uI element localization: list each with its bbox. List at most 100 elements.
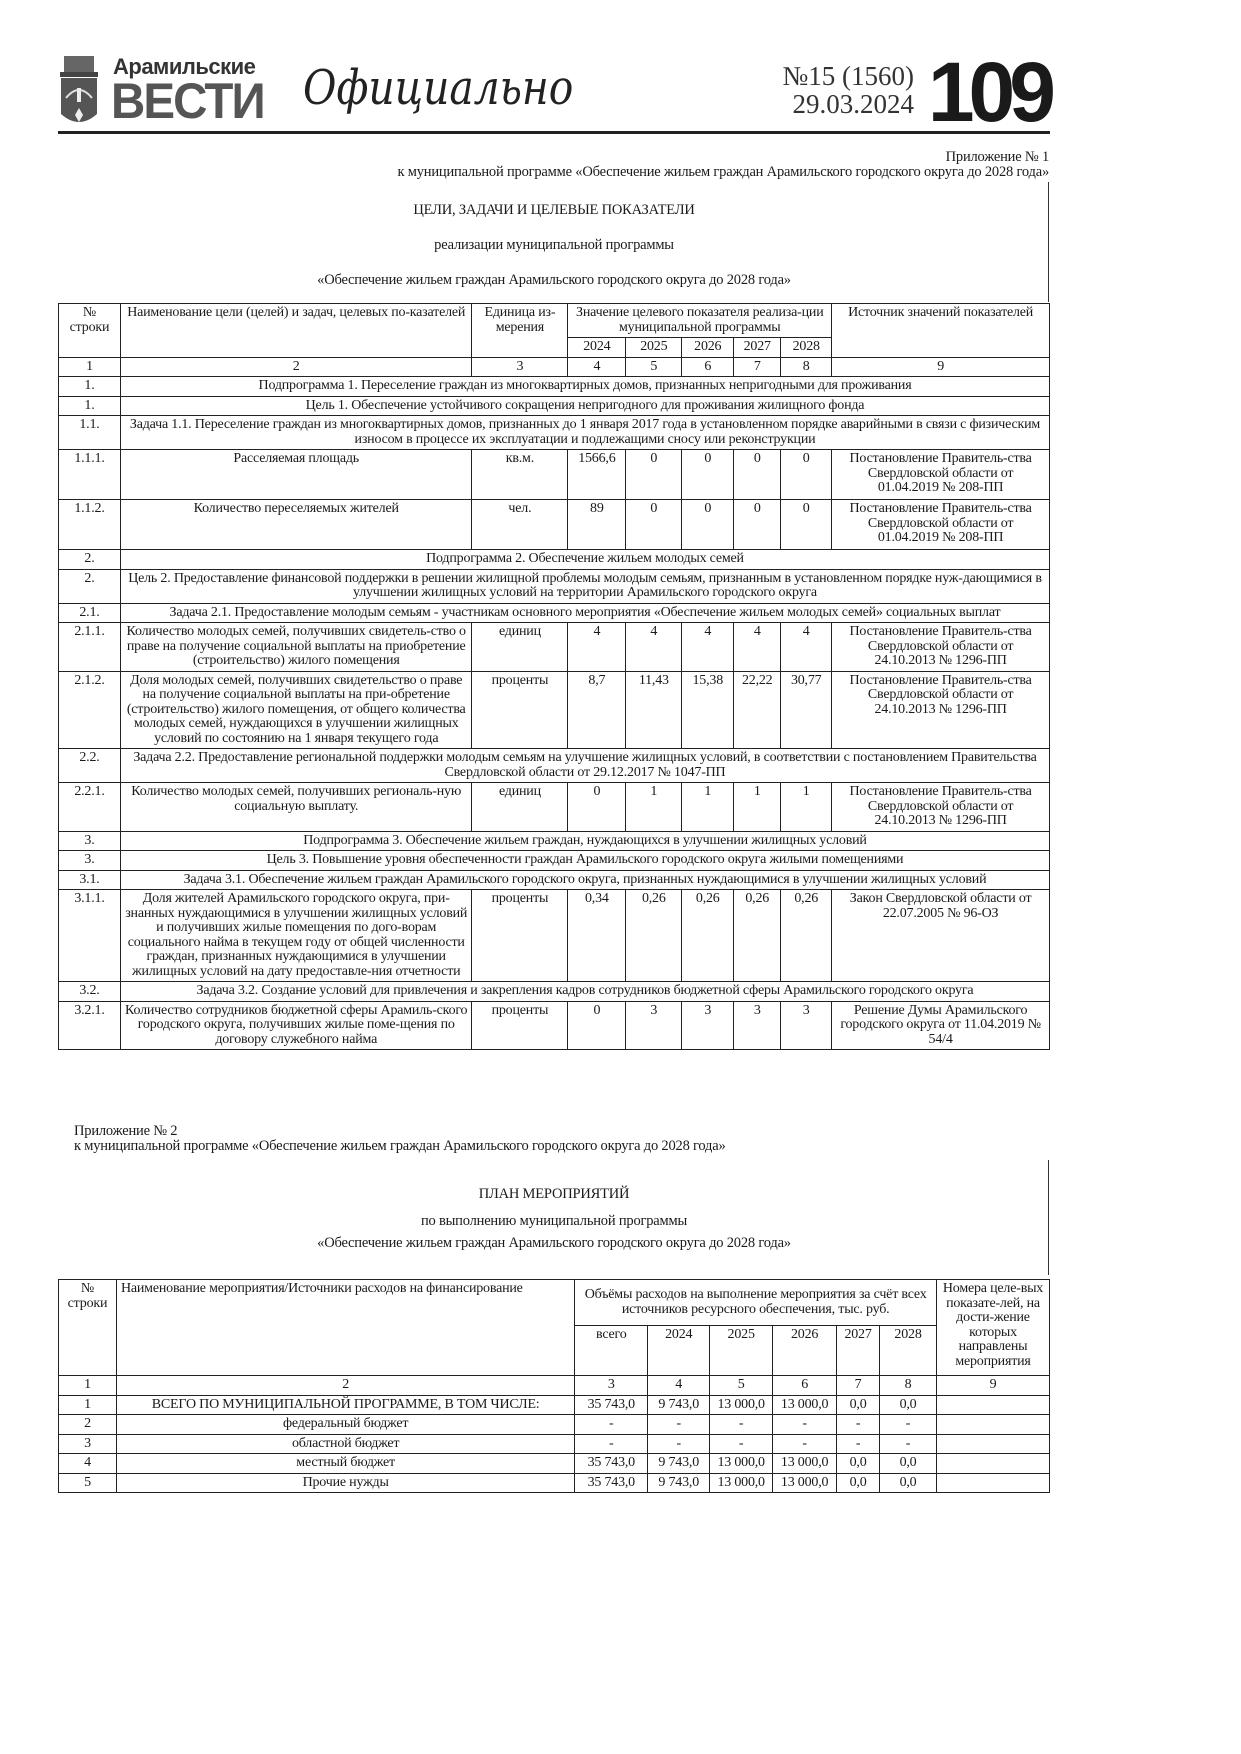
header-name: Наименование мероприятия/Источники расхо… xyxy=(115,1279,576,1376)
activity-name: местный бюджет xyxy=(115,1453,576,1474)
indicator-value: 4 xyxy=(567,622,627,672)
activity-name: федеральный бюджет xyxy=(115,1414,576,1435)
column-number: 2 xyxy=(115,1375,576,1396)
expense-value: - xyxy=(772,1433,838,1454)
indicator-value: 89 xyxy=(567,499,627,550)
header-year: 2027 xyxy=(733,337,782,358)
expense-value: 9 743,0 xyxy=(647,1453,711,1474)
expense-value: - xyxy=(836,1414,881,1435)
expense-value: 0,0 xyxy=(879,1453,937,1474)
expense-value: 13 000,0 xyxy=(709,1394,774,1415)
indicator-value: 0,26 xyxy=(681,889,735,982)
table-row: 3.1.1. Доля жителей Арамильского городско… xyxy=(58,889,1050,982)
expense-value: 13 000,0 xyxy=(772,1453,838,1474)
expense-value: - xyxy=(647,1414,711,1435)
indicator-value: 1 xyxy=(625,782,683,832)
table-row: 3 областной бюджет - - - - - - xyxy=(58,1433,1050,1454)
expense-value: 35 743,0 xyxy=(574,1472,649,1493)
indicator-value: 4 xyxy=(780,622,833,672)
indicator-name: Количество молодых семей, получивших сви… xyxy=(119,622,473,672)
indicator-name: Доля жителей Арамильского городского окр… xyxy=(119,889,473,982)
indicator-value: 4 xyxy=(733,622,782,672)
unit: чел. xyxy=(471,499,569,550)
row-number: 1.1. xyxy=(58,415,121,450)
unit: единиц xyxy=(471,622,569,672)
table-row: 2.1. Задача 2.1. Предоставление молодым с… xyxy=(58,602,1051,623)
table-row: 1 ВСЕГО ПО МУНИЦИПАЛЬНОЙ ПРОГРАММЕ, В ТОМ… xyxy=(58,1394,1050,1415)
section-title: Официально xyxy=(303,60,574,116)
expense-value: - xyxy=(574,1414,649,1435)
expense-value: - xyxy=(709,1414,774,1435)
indicator-name: Доля молодых семей, получивших свидетель… xyxy=(119,670,473,749)
brand-name-main: ВЕСТИ xyxy=(111,73,266,129)
appendix1-subtitle: реализации муниципальной программы xyxy=(434,237,674,253)
section-heading: Задача 2.1. Предоставление молодым семья… xyxy=(119,602,1051,623)
row-number: 1.1.2. xyxy=(58,499,121,550)
header-year: 2024 xyxy=(567,337,627,358)
row-number: 3. xyxy=(58,830,121,851)
header-indicators: Номера целе-вых показате-лей, на дости-ж… xyxy=(936,1279,1050,1376)
expense-value: 35 743,0 xyxy=(574,1453,649,1474)
table-row: 2.2. Задача 2.2. Предоставление региональ… xyxy=(58,748,1051,783)
appendix1-label: Приложение № 1 xyxy=(945,149,1050,165)
indicator-value: 0 xyxy=(780,449,833,500)
table-row: 1. Цель 1. Обеспечение устойчивого сокращ… xyxy=(58,395,1051,416)
column-number: 2 xyxy=(119,356,473,377)
expense-value: 35 743,0 xyxy=(574,1394,649,1415)
issue-date: 29.03.2024 xyxy=(792,89,915,119)
column-number: 1 xyxy=(58,1375,117,1396)
table-row: 1.1. Задача 1.1. Переселение граждан из м… xyxy=(58,415,1051,450)
row-number: 1. xyxy=(58,395,121,416)
table-row: 1. Подпрограмма 1. Переселение граждан из… xyxy=(58,376,1051,397)
table-row: 2. Подпрограмма 2. Обеспечение жильем мол… xyxy=(58,549,1051,570)
indicator-value: 4 xyxy=(681,622,735,672)
source: Постановление Правитель-ства Свердловско… xyxy=(831,499,1050,550)
column-rule xyxy=(1048,1160,1049,1275)
indicator-value: 0 xyxy=(681,449,735,500)
column-number: 7 xyxy=(733,356,782,377)
row-number: 2 xyxy=(58,1414,117,1435)
column-number: 5 xyxy=(625,356,683,377)
expense-value: - xyxy=(879,1433,937,1454)
section-heading: Задача 2.2. Предоставление региональной … xyxy=(119,748,1051,783)
row-number: 1. xyxy=(58,376,121,397)
section-heading: Подпрограмма 1. Переселение граждан из м… xyxy=(119,376,1051,397)
indicator-value: 22,22 xyxy=(733,670,782,749)
header-year: 2025 xyxy=(709,1325,774,1376)
expense-value: 13 000,0 xyxy=(772,1472,838,1493)
indicator-value: 4 xyxy=(625,622,683,672)
expense-value: 13 000,0 xyxy=(772,1394,838,1415)
expense-value: - xyxy=(574,1433,649,1454)
table-row: 1.1.2. Количество переселяемых жителей чел… xyxy=(58,499,1050,550)
indicator-numbers xyxy=(936,1414,1050,1435)
header-year: 2028 xyxy=(879,1325,937,1376)
appendix2-title: ПЛАН МЕРОПРИЯТИЙ xyxy=(478,1186,630,1202)
header-year: 2026 xyxy=(772,1325,838,1376)
table-row: 5 Прочие нужды 35 743,0 9 743,0 13 000,0 13 0… xyxy=(58,1472,1050,1493)
row-number: 3.1.1. xyxy=(58,889,121,982)
activity-name: областной бюджет xyxy=(115,1433,576,1454)
table-row: 2. Цель 2. Предоставление финансовой подд… xyxy=(58,568,1051,604)
indicator-numbers xyxy=(936,1433,1050,1454)
indicator-value: 0 xyxy=(567,1000,627,1050)
header-year: 2025 xyxy=(625,337,683,358)
indicator-numbers xyxy=(936,1453,1050,1474)
indicator-name: Количество молодых семей, получивших рег… xyxy=(119,782,473,832)
table-row: 1.1.1. Расселяемая площадь кв.м. 1566,6 0 0 0 0… xyxy=(58,449,1050,500)
expense-value: 9 743,0 xyxy=(647,1472,711,1493)
header-year: 2026 xyxy=(681,337,735,358)
unit: единиц xyxy=(471,782,569,832)
indicator-value: 1 xyxy=(733,782,782,832)
header-year: 2028 xyxy=(780,337,833,358)
expense-value: - xyxy=(772,1414,838,1435)
column-number: 9 xyxy=(831,356,1050,377)
header-name: Наименование цели (целей) и задач, целев… xyxy=(119,303,473,358)
header-num: № строки xyxy=(58,303,121,358)
expense-value: 0,0 xyxy=(879,1394,937,1415)
appendix1-ref: к муниципальной программе «Обеспечение ж… xyxy=(397,164,1049,180)
header-source: Источник значений показателей xyxy=(831,303,1050,358)
activity-name: ВСЕГО ПО МУНИЦИПАЛЬНОЙ ПРОГРАММЕ, В ТОМ … xyxy=(115,1394,576,1415)
header-num: № строки xyxy=(58,1279,117,1376)
row-number: 2.2. xyxy=(58,748,121,783)
appendix2-ref: к муниципальной программе «Обеспечение ж… xyxy=(74,1138,726,1154)
